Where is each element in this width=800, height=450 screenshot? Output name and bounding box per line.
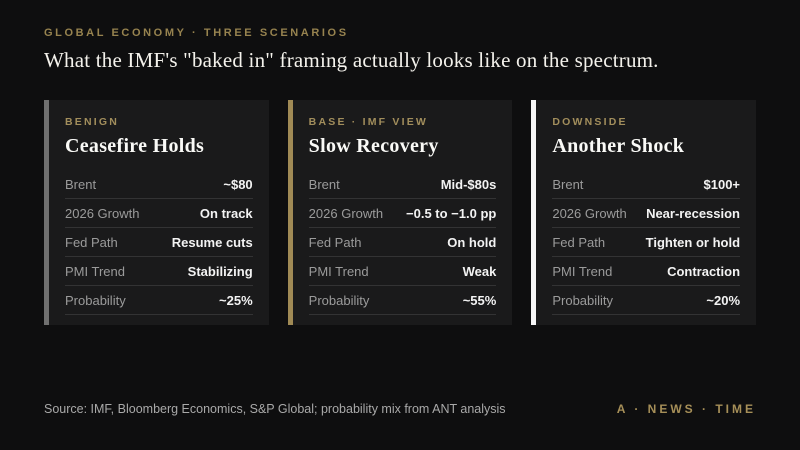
row-label: Fed Path: [552, 235, 606, 250]
card-rows: Brent ~$80 2026 Growth On track Fed Path…: [65, 170, 253, 315]
card-title: Ceasefire Holds: [65, 135, 205, 157]
row-value: ~$80: [223, 177, 253, 192]
page-title: What the IMF's "baked in" framing actual…: [44, 48, 659, 72]
card-rows: Brent $100+ 2026 Growth Near-recession F…: [552, 170, 741, 315]
footer: Source: IMF, Bloomberg Economics, S&P Gl…: [44, 402, 756, 416]
row-label: Probability: [308, 293, 370, 308]
table-row: Brent $100+: [552, 170, 741, 199]
row-value: ~20%: [706, 293, 741, 308]
row-value: ~55%: [462, 293, 497, 308]
table-row: Probability ~55%: [308, 286, 497, 315]
card-kicker: DOWNSIDE: [552, 116, 628, 128]
table-row: 2026 Growth −0.5 to −1.0 pp: [308, 199, 497, 228]
row-value: ~25%: [219, 293, 253, 308]
row-label: PMI Trend: [65, 264, 125, 279]
row-value: Contraction: [667, 264, 741, 279]
source-note: Source: IMF, Bloomberg Economics, S&P Gl…: [44, 402, 506, 416]
row-label: Fed Path: [308, 235, 362, 250]
row-label: Fed Path: [65, 235, 118, 250]
row-value: On hold: [447, 235, 497, 250]
row-label: PMI Trend: [308, 264, 369, 279]
card-kicker: BASE · IMF VIEW: [308, 116, 429, 128]
table-row: Fed Path On hold: [308, 228, 497, 257]
row-value: −0.5 to −1.0 pp: [406, 206, 497, 221]
row-label: 2026 Growth: [65, 206, 140, 221]
table-row: Probability ~25%: [65, 286, 253, 315]
card-title: Slow Recovery: [308, 135, 439, 157]
card-title: Another Shock: [552, 135, 685, 157]
row-label: Brent: [308, 177, 340, 192]
table-row: 2026 Growth Near-recession: [552, 199, 741, 228]
row-value: On track: [199, 206, 253, 221]
row-value: Mid-$80s: [440, 177, 497, 192]
table-row: PMI Trend Contraction: [552, 257, 741, 286]
card-rows: Brent Mid-$80s 2026 Growth −0.5 to −1.0 …: [308, 170, 497, 315]
row-value: Resume cuts: [171, 235, 253, 250]
scenario-cards: BENIGN Ceasefire Holds Brent ~$80 2026 G…: [44, 100, 757, 325]
table-row: PMI Trend Weak: [308, 257, 497, 286]
row-value: Near-recession: [646, 206, 741, 221]
row-label: 2026 Growth: [552, 206, 627, 221]
row-value: Tighten or hold: [645, 235, 741, 250]
table-row: 2026 Growth On track: [65, 199, 253, 228]
page-header: GLOBAL ECONOMY · THREE SCENARIOS What th…: [0, 0, 800, 73]
row-value: Stabilizing: [187, 264, 253, 279]
row-label: 2026 Growth: [308, 206, 384, 221]
table-row: Fed Path Resume cuts: [65, 228, 253, 257]
row-label: PMI Trend: [552, 264, 613, 279]
brand-wordmark: A · NEWS · TIME: [616, 402, 756, 416]
table-row: Brent Mid-$80s: [308, 170, 497, 199]
card-kicker: BENIGN: [65, 116, 120, 128]
table-row: Probability ~20%: [552, 286, 741, 315]
row-value: Weak: [462, 264, 497, 279]
card-downside: DOWNSIDE Another Shock Brent $100+ 2026 …: [531, 100, 757, 325]
table-row: Brent ~$80: [65, 170, 253, 199]
row-label: Probability: [65, 293, 126, 308]
table-row: PMI Trend Stabilizing: [65, 257, 253, 286]
card-benign: BENIGN Ceasefire Holds Brent ~$80 2026 G…: [44, 100, 269, 325]
card-base-imf-view: BASE · IMF VIEW Slow Recovery Brent Mid-…: [287, 100, 513, 325]
page-kicker: GLOBAL ECONOMY · THREE SCENARIOS: [44, 27, 349, 39]
row-value: $100+: [703, 177, 741, 192]
table-row: Fed Path Tighten or hold: [552, 228, 741, 257]
row-label: Brent: [552, 177, 584, 192]
row-label: Probability: [552, 293, 614, 308]
row-label: Brent: [65, 177, 97, 192]
